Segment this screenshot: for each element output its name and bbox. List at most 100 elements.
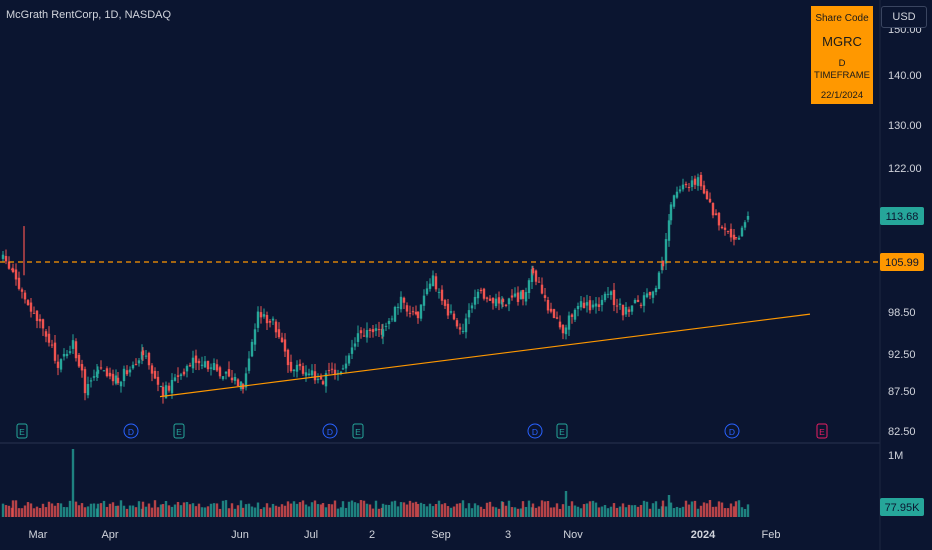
candle-body bbox=[708, 198, 712, 203]
candle-body bbox=[726, 230, 730, 232]
candle-body bbox=[561, 324, 565, 334]
candle-body bbox=[203, 361, 207, 368]
volume-bar bbox=[200, 507, 204, 517]
volume-bar bbox=[654, 501, 658, 517]
volume-bar bbox=[521, 501, 525, 517]
volume-bar bbox=[494, 507, 498, 517]
candle-body bbox=[678, 189, 682, 192]
svg-text:E: E bbox=[176, 427, 182, 437]
volume-bar bbox=[134, 507, 138, 517]
candle-body bbox=[657, 272, 661, 289]
candle-body bbox=[167, 385, 171, 391]
candle-body bbox=[344, 363, 348, 369]
volume-bar bbox=[179, 505, 183, 517]
volume-bar bbox=[452, 506, 456, 517]
volume-bar bbox=[524, 506, 528, 517]
candle-body bbox=[95, 371, 99, 378]
candle-body bbox=[630, 305, 634, 312]
candle-body bbox=[660, 263, 664, 270]
volume-bar bbox=[416, 503, 420, 517]
candle-body bbox=[310, 370, 314, 376]
volume-bar bbox=[23, 505, 27, 517]
candle-body bbox=[524, 292, 528, 302]
candle-body bbox=[176, 375, 180, 377]
dividend-marker-icon[interactable]: D bbox=[322, 423, 338, 439]
price-tick-label: 122.00 bbox=[888, 163, 922, 175]
volume-bar bbox=[585, 503, 589, 517]
candle-body bbox=[197, 360, 201, 364]
volume-bar bbox=[399, 502, 403, 517]
earnings-marker-icon[interactable]: E bbox=[816, 423, 828, 439]
volume-bar bbox=[449, 507, 453, 517]
volume-bar bbox=[156, 507, 160, 517]
earnings-marker-icon[interactable]: E bbox=[556, 423, 568, 439]
currency-button[interactable]: USD bbox=[881, 6, 927, 28]
volume-bar bbox=[221, 500, 225, 517]
volume-bar bbox=[513, 507, 517, 517]
volume-bar bbox=[374, 500, 378, 517]
candle-body bbox=[443, 300, 447, 306]
earnings-marker-icon[interactable]: E bbox=[352, 423, 364, 439]
volume-bar bbox=[648, 508, 652, 517]
support-trendline[interactable] bbox=[159, 313, 811, 398]
candle-body bbox=[570, 314, 574, 317]
volume-bar bbox=[333, 500, 337, 517]
volume-bar bbox=[194, 506, 198, 517]
candle-body bbox=[467, 310, 471, 318]
candle-body bbox=[353, 343, 357, 347]
candle-body bbox=[437, 291, 441, 293]
volume-bar bbox=[597, 507, 601, 517]
volume-bar bbox=[327, 503, 331, 517]
candle-body bbox=[292, 369, 296, 372]
candle-body bbox=[131, 364, 135, 369]
candle-body bbox=[280, 337, 284, 343]
volume-bar bbox=[411, 502, 415, 517]
volume-bar bbox=[365, 503, 369, 517]
candle-body bbox=[411, 311, 415, 313]
candle-body bbox=[191, 357, 195, 369]
time-tick-label: Mar bbox=[29, 529, 48, 541]
candle-body bbox=[89, 380, 93, 382]
volume-bar bbox=[687, 504, 691, 517]
price-tick-label: 92.50 bbox=[888, 349, 916, 361]
dividend-marker-icon[interactable]: D bbox=[123, 423, 139, 439]
volume-bar bbox=[422, 503, 426, 517]
share-code-box: Share Code MGRC D TIMEFRAME 22/1/2024 bbox=[811, 6, 873, 104]
volume-bar bbox=[519, 508, 523, 517]
dividend-marker-icon[interactable]: D bbox=[724, 423, 740, 439]
earnings-marker-icon[interactable]: E bbox=[16, 423, 28, 439]
candle-body bbox=[648, 291, 652, 296]
volume-bar bbox=[324, 507, 328, 517]
volume-bar bbox=[552, 507, 556, 517]
volume-bar bbox=[344, 507, 348, 517]
volume-bar bbox=[615, 507, 619, 517]
volume-bar bbox=[188, 504, 192, 517]
volume-bar bbox=[540, 500, 544, 517]
candle-body bbox=[11, 268, 15, 272]
candle-body bbox=[68, 351, 72, 353]
candle-body bbox=[473, 296, 477, 305]
candle-body bbox=[534, 270, 538, 282]
candle-body bbox=[624, 307, 628, 315]
candle-body bbox=[531, 268, 535, 274]
candle-body bbox=[114, 375, 118, 384]
volume-bar bbox=[516, 508, 520, 517]
volume-bar bbox=[504, 505, 508, 517]
volume-bar bbox=[645, 501, 649, 517]
volume-bar bbox=[295, 503, 299, 517]
candle-body bbox=[164, 385, 168, 399]
volume-bar bbox=[690, 501, 694, 517]
dividend-marker-icon[interactable]: D bbox=[527, 423, 543, 439]
earnings-marker-icon[interactable]: E bbox=[173, 423, 185, 439]
volume-bar bbox=[128, 505, 132, 517]
candle-body bbox=[690, 180, 694, 188]
candle-body bbox=[301, 366, 305, 374]
candle-body bbox=[425, 288, 429, 295]
volume-bar bbox=[26, 502, 30, 517]
candle-body bbox=[128, 369, 132, 373]
candle-body bbox=[41, 319, 45, 329]
volume-bar bbox=[464, 508, 468, 517]
candle-body bbox=[365, 330, 369, 338]
